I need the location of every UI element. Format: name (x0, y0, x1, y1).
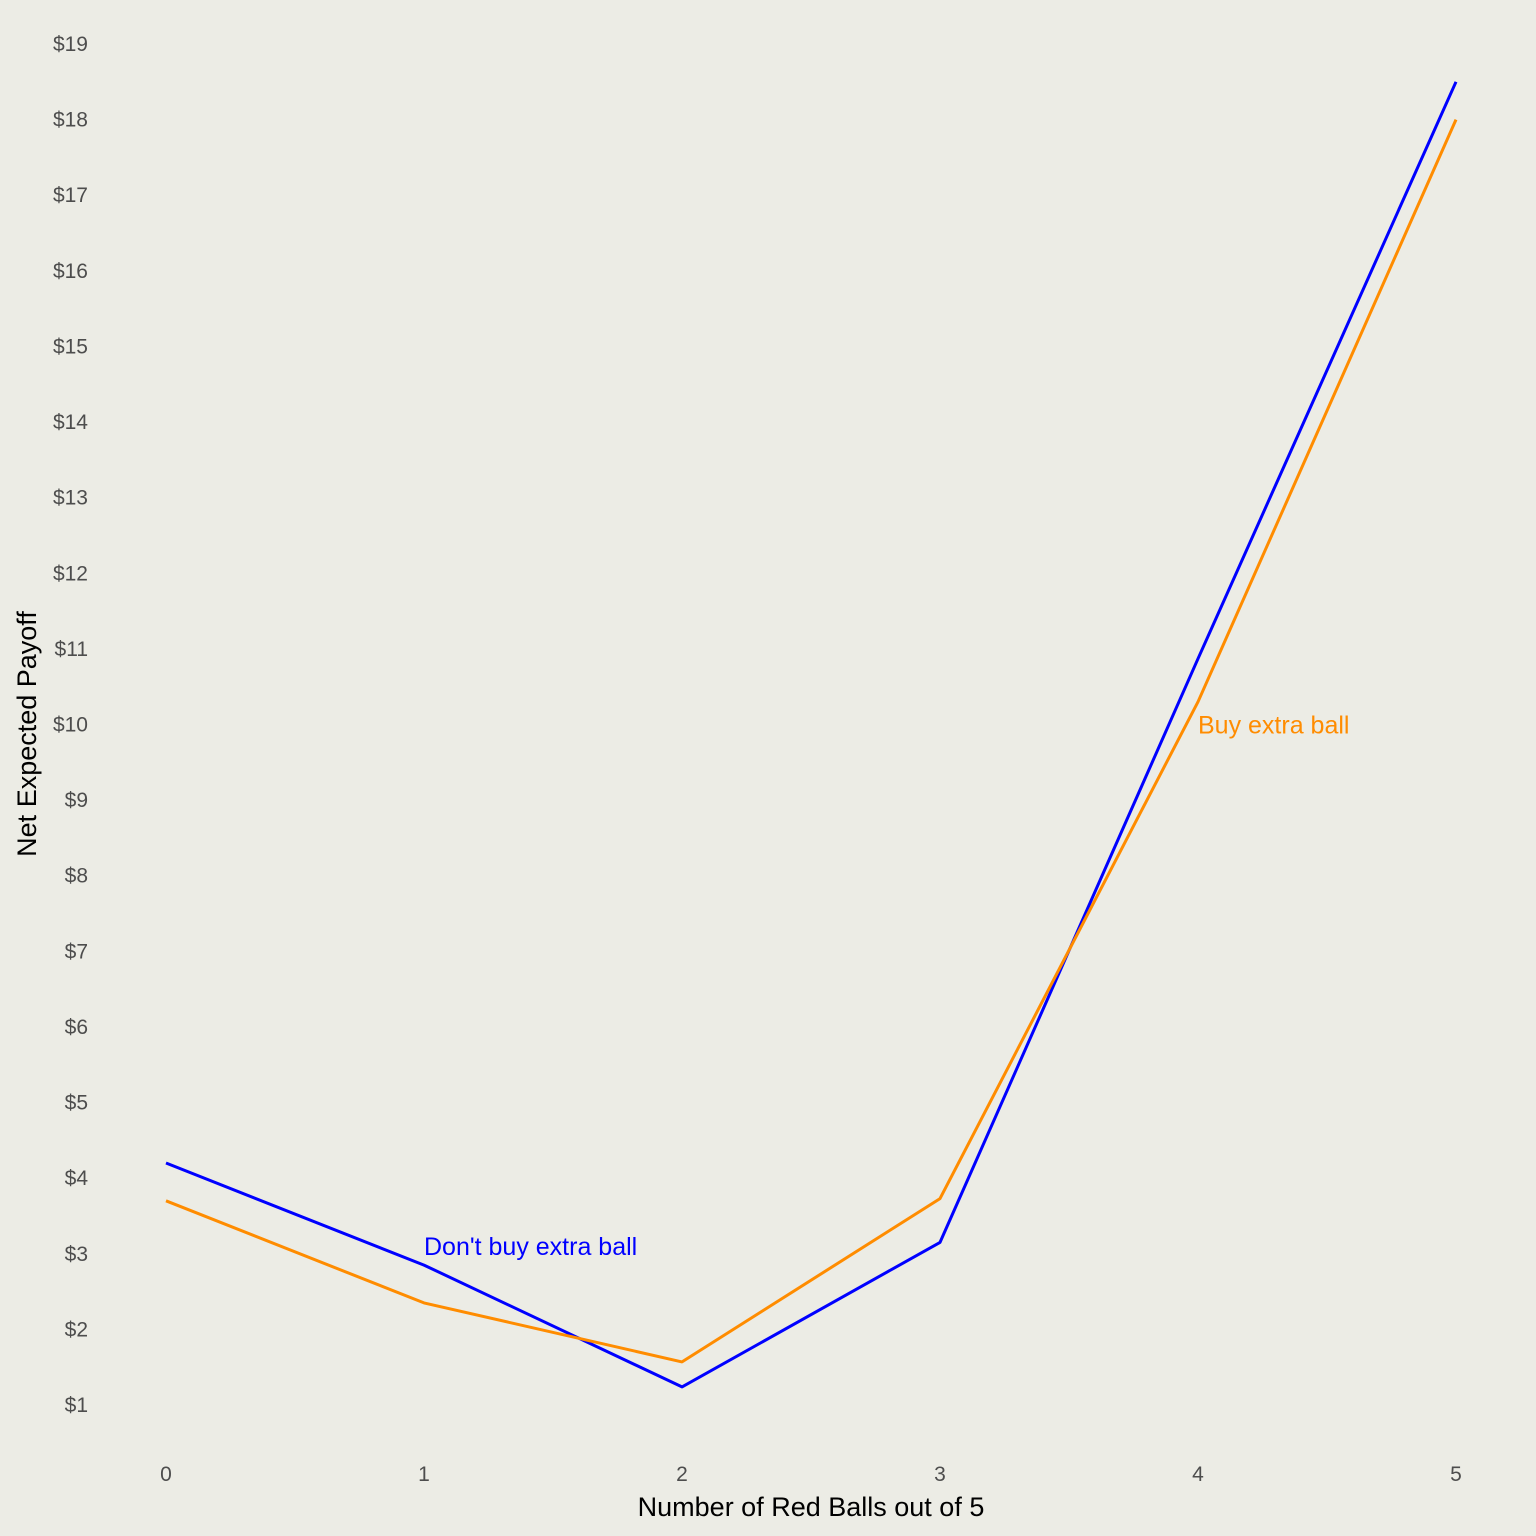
y-tick-label: $13 (53, 487, 88, 510)
y-axis-title: Net Expected Payoff (12, 611, 42, 857)
y-tick-label: $8 (65, 865, 88, 888)
series-annotations: Don't buy extra ball Buy extra ball (424, 712, 1349, 1262)
y-tick-label: $12 (53, 562, 88, 585)
x-axis-title: Number of Red Balls out of 5 (638, 1492, 985, 1522)
x-tick-label: 4 (1192, 1463, 1204, 1486)
y-tick-label: $9 (65, 789, 88, 812)
x-tick-label: 2 (676, 1463, 688, 1486)
y-tick-label: $16 (53, 260, 88, 283)
x-axis-ticks: 0 1 2 3 4 5 (160, 1463, 1462, 1486)
y-tick-label: $17 (53, 184, 88, 207)
y-tick-label: $18 (53, 109, 88, 132)
y-tick-label: $7 (65, 940, 88, 963)
series-lines (165, 81, 1458, 1389)
series-line-dont-buy (165, 81, 1458, 1389)
x-tick-label: 0 (160, 1463, 172, 1486)
y-tick-label: $11 (55, 638, 88, 661)
y-tick-label: $2 (65, 1318, 88, 1341)
y-tick-label: $1 (65, 1394, 88, 1417)
y-tick-label: $3 (65, 1243, 88, 1266)
y-tick-label: $19 (53, 33, 88, 56)
annotation-dont-buy: Don't buy extra ball (424, 1233, 637, 1261)
y-axis-ticks: $1 $2 $3 $4 $5 $6 $7 $8 $9 $10 $11 $12 $13 $14 $15 $16 $… (53, 33, 88, 1417)
x-tick-label: 1 (418, 1463, 430, 1486)
series-line-buy (165, 118, 1458, 1364)
y-tick-label: $6 (65, 1016, 88, 1039)
annotation-buy: Buy extra ball (1198, 712, 1349, 740)
y-tick-label: $15 (53, 335, 88, 358)
y-tick-label: $14 (53, 411, 88, 434)
x-tick-label: 3 (934, 1463, 946, 1486)
y-tick-label: $4 (65, 1167, 89, 1190)
x-tick-label: 5 (1450, 1463, 1462, 1486)
y-tick-label: $5 (65, 1092, 88, 1115)
y-tick-label: $10 (53, 714, 88, 737)
